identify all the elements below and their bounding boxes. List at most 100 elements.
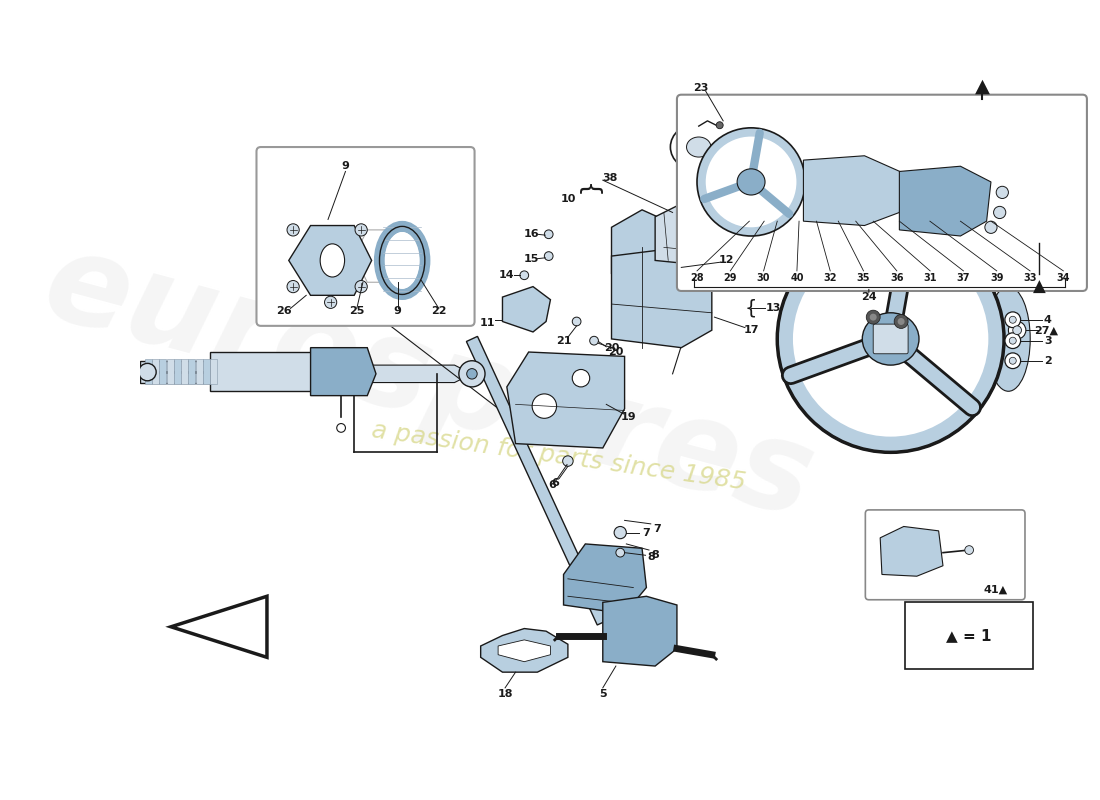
Text: 14: 14 xyxy=(499,270,515,280)
Circle shape xyxy=(984,221,997,234)
Text: 41▲: 41▲ xyxy=(983,584,1008,594)
Text: 40: 40 xyxy=(790,273,804,283)
Circle shape xyxy=(139,363,156,381)
Text: 23: 23 xyxy=(693,82,708,93)
Circle shape xyxy=(616,548,625,557)
Circle shape xyxy=(1010,337,1016,344)
Circle shape xyxy=(697,128,805,236)
FancyBboxPatch shape xyxy=(866,510,1025,600)
Circle shape xyxy=(563,456,573,466)
Text: 18: 18 xyxy=(497,689,513,699)
Circle shape xyxy=(706,137,796,227)
Circle shape xyxy=(572,370,590,387)
Text: 19: 19 xyxy=(621,413,637,422)
Polygon shape xyxy=(204,359,210,384)
Ellipse shape xyxy=(385,232,419,289)
Ellipse shape xyxy=(678,130,719,165)
Text: 24: 24 xyxy=(861,292,877,302)
Circle shape xyxy=(716,122,723,129)
Circle shape xyxy=(324,296,337,309)
Polygon shape xyxy=(196,359,202,384)
Circle shape xyxy=(544,230,553,238)
Polygon shape xyxy=(656,204,716,265)
Text: 15: 15 xyxy=(524,254,539,264)
Polygon shape xyxy=(880,526,943,576)
Text: 8: 8 xyxy=(651,550,659,560)
Text: 27▲: 27▲ xyxy=(1034,326,1058,335)
Circle shape xyxy=(1005,353,1021,369)
Polygon shape xyxy=(152,359,160,384)
Text: 6: 6 xyxy=(551,478,559,488)
Polygon shape xyxy=(612,210,681,286)
Ellipse shape xyxy=(686,137,711,157)
Circle shape xyxy=(355,224,367,236)
Text: 7: 7 xyxy=(653,524,661,534)
Polygon shape xyxy=(803,156,904,226)
Text: 10: 10 xyxy=(560,194,575,204)
Circle shape xyxy=(1005,312,1021,327)
Polygon shape xyxy=(612,247,712,348)
Text: 35: 35 xyxy=(857,273,870,283)
Text: 7: 7 xyxy=(642,527,650,538)
Circle shape xyxy=(459,361,485,387)
FancyBboxPatch shape xyxy=(905,602,1033,669)
Text: 34: 34 xyxy=(1057,273,1070,283)
Polygon shape xyxy=(481,629,568,672)
Circle shape xyxy=(466,369,477,379)
FancyBboxPatch shape xyxy=(873,324,909,354)
FancyBboxPatch shape xyxy=(676,94,1087,291)
Polygon shape xyxy=(367,365,472,382)
Text: 17: 17 xyxy=(744,326,759,335)
Text: 5: 5 xyxy=(600,689,606,699)
Text: 8: 8 xyxy=(647,552,654,562)
Text: 12: 12 xyxy=(719,255,735,266)
Polygon shape xyxy=(507,352,625,448)
Text: 29: 29 xyxy=(724,273,737,283)
Text: {: { xyxy=(745,299,757,318)
Ellipse shape xyxy=(737,169,764,195)
Text: 4: 4 xyxy=(1044,314,1052,325)
Polygon shape xyxy=(145,359,152,384)
Text: 33: 33 xyxy=(1023,273,1037,283)
Ellipse shape xyxy=(320,244,344,277)
Text: ▲: ▲ xyxy=(975,77,990,95)
Polygon shape xyxy=(174,359,180,384)
Text: 26: 26 xyxy=(276,306,293,316)
Text: eurospares: eurospares xyxy=(31,222,826,543)
Text: 16: 16 xyxy=(524,230,539,239)
Text: 28: 28 xyxy=(690,273,704,283)
Text: ▲ = 1: ▲ = 1 xyxy=(946,628,992,643)
Polygon shape xyxy=(166,359,174,384)
Circle shape xyxy=(544,252,553,261)
Polygon shape xyxy=(310,348,376,396)
Text: 2: 2 xyxy=(1044,356,1052,366)
Polygon shape xyxy=(188,359,196,384)
Text: 20: 20 xyxy=(608,347,624,357)
Circle shape xyxy=(572,317,581,326)
Circle shape xyxy=(1009,322,1026,339)
Text: ▲: ▲ xyxy=(1033,278,1045,296)
Text: 9: 9 xyxy=(394,306,402,316)
Polygon shape xyxy=(141,361,310,382)
Circle shape xyxy=(287,281,299,293)
Text: 6: 6 xyxy=(548,481,557,490)
Circle shape xyxy=(520,271,529,280)
Circle shape xyxy=(1013,326,1022,334)
Polygon shape xyxy=(603,596,676,666)
Polygon shape xyxy=(170,596,267,658)
Circle shape xyxy=(1005,333,1021,349)
Circle shape xyxy=(1010,316,1016,323)
Circle shape xyxy=(898,318,904,325)
Circle shape xyxy=(997,186,1009,198)
Text: {: { xyxy=(575,182,600,198)
Text: 21: 21 xyxy=(556,336,571,346)
Text: 25: 25 xyxy=(349,306,364,316)
Circle shape xyxy=(894,314,909,329)
Text: 3: 3 xyxy=(1044,336,1052,346)
Text: 22: 22 xyxy=(431,306,447,316)
Polygon shape xyxy=(466,336,608,625)
Ellipse shape xyxy=(987,286,1031,391)
Polygon shape xyxy=(182,359,188,384)
Text: 36: 36 xyxy=(890,273,903,283)
Text: a passion for parts since 1985: a passion for parts since 1985 xyxy=(371,418,748,495)
